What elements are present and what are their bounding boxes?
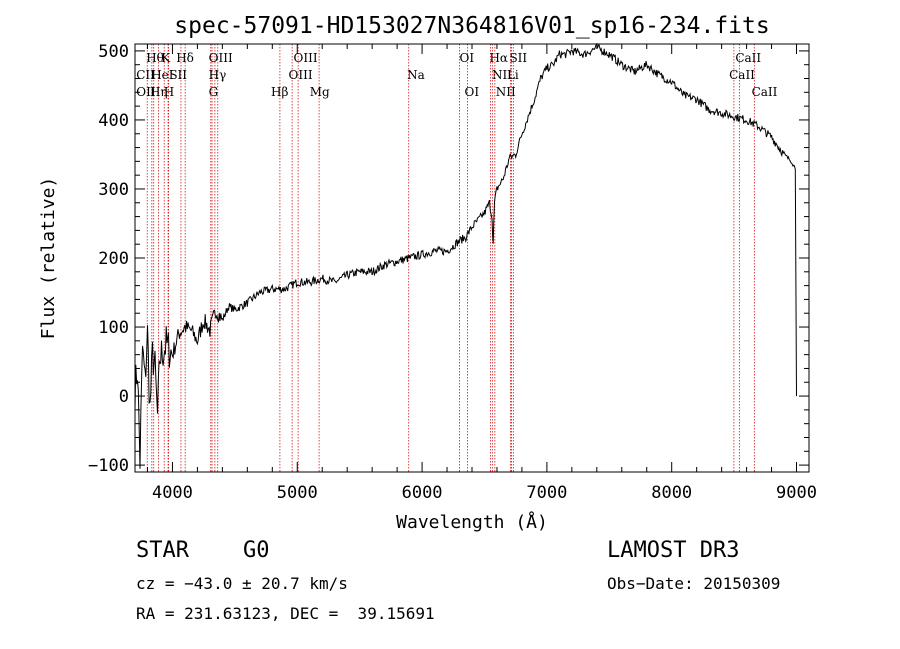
spectral-line-label: H <box>164 85 174 99</box>
spectral-line-label: OIII <box>289 68 313 82</box>
x-axis: 4000 5000 6000 7000 8000 9000 <box>146 44 817 503</box>
spectral-line-label: SII <box>509 51 527 65</box>
y-tick-label: −100 <box>88 456 129 476</box>
spectral-line-label: Mg <box>310 85 330 99</box>
x-tick-label: 4000 <box>152 483 193 503</box>
spectral-line-label: HeI <box>151 68 174 82</box>
object-subclass: G0 <box>243 538 270 563</box>
y-tick-label: 0 <box>119 387 129 407</box>
spectral-line-label: CaII <box>752 85 778 99</box>
spectral-line-label: Hα <box>489 51 508 65</box>
spectral-line-label: NII <box>496 85 516 99</box>
x-tick-label: 5000 <box>277 483 318 503</box>
spectral-line-label: SII <box>169 68 187 82</box>
spectral-line-label: Hη <box>150 85 168 99</box>
spectral-line-label: G <box>209 85 219 99</box>
spectral-line-label: OII <box>136 85 156 99</box>
spectral-line-label: Li <box>507 68 519 82</box>
spectral-line-label: Hγ <box>209 68 227 82</box>
spectral-line-label: CaII <box>729 68 755 82</box>
survey-name: LAMOST DR3 <box>607 538 740 563</box>
spectral-line-label: OI <box>460 51 475 65</box>
spectral-line-label: OI <box>465 85 480 99</box>
spectral-line-label: NII <box>492 68 512 82</box>
x-tick-label: 7000 <box>526 483 567 503</box>
x-tick-label: 6000 <box>402 483 443 503</box>
y-axis-label: Flux (relative) <box>38 177 59 340</box>
y-tick-label: 400 <box>98 111 129 131</box>
object-class: STAR <box>136 538 189 563</box>
spectral-line-label: CII <box>136 68 155 82</box>
y-tick-label: 200 <box>98 249 129 269</box>
spectral-line-label: Hδ <box>176 51 194 65</box>
spectral-line-label: OIII <box>209 51 233 65</box>
coordinates: RA = 231.63123, DEC = 39.15691 <box>136 604 435 623</box>
spectral-line-label: CaII <box>735 51 761 65</box>
spectrum-series <box>134 42 797 469</box>
spectral-line-label: Na <box>407 68 425 82</box>
x-axis-label: Wavelength (Å) <box>396 511 548 533</box>
spectral-line-label: K <box>161 51 171 65</box>
y-tick-label: 300 <box>98 180 129 200</box>
chart-title: spec-57091-HD153027N364816V01_sp16-234.f… <box>174 13 769 39</box>
x-tick-label: 8000 <box>651 483 692 503</box>
y-tick-label: 100 <box>98 318 129 338</box>
observation-date: Obs−Date: 20150309 <box>607 574 781 593</box>
spectral-line-label: Hβ <box>271 85 288 99</box>
spectral-lines <box>146 44 755 472</box>
y-axis: −100 0 100 200 300 400 500 <box>88 42 809 476</box>
spectral-line-label: OIII <box>294 51 318 65</box>
spectral-line-label: Hθ <box>146 51 164 65</box>
redshift-cz: cz = −43.0 ± 20.7 km/s <box>136 574 348 593</box>
spectrum-chart: spec-57091-HD153027N364816V01_sp16-234.f… <box>38 13 817 533</box>
y-tick-label: 500 <box>98 42 129 62</box>
x-tick-label: 9000 <box>776 483 817 503</box>
